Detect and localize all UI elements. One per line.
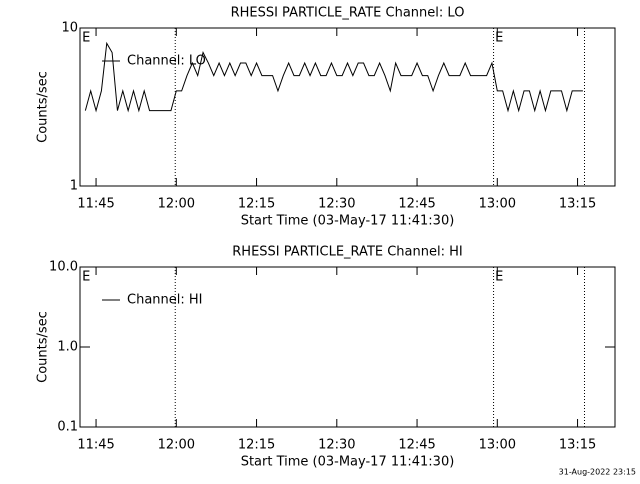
annotation: E bbox=[495, 270, 503, 285]
annotation: E bbox=[82, 31, 90, 46]
x-tick-label: 12:30 bbox=[318, 197, 355, 212]
chart-title: RHESSI PARTICLE_RATE Channel: LO bbox=[231, 6, 465, 21]
data-line bbox=[84, 41, 583, 113]
x-axis-label: Start Time (03-May-17 11:41:30) bbox=[241, 214, 455, 229]
plot-frame bbox=[79, 27, 616, 187]
y-axis-label: Counts/sec bbox=[36, 311, 51, 383]
x-tick-label: 12:45 bbox=[398, 438, 435, 453]
legend-label: Channel: HI bbox=[127, 293, 203, 308]
y-tick-label: 0.1 bbox=[57, 420, 78, 435]
x-tick-label: 13:15 bbox=[559, 438, 596, 453]
annotation: E bbox=[495, 31, 503, 46]
x-tick-label: 12:00 bbox=[158, 197, 195, 212]
annotation: E bbox=[82, 270, 90, 285]
x-axis-label: Start Time (03-May-17 11:41:30) bbox=[241, 455, 455, 470]
y-tick-label: 1.0 bbox=[57, 340, 78, 355]
x-tick-label: 11:45 bbox=[77, 438, 114, 453]
y-axis-label: Counts/sec bbox=[36, 71, 51, 143]
footer: 31-Aug-2022 23:15 bbox=[559, 468, 636, 477]
x-tick-label: 12:30 bbox=[318, 438, 355, 453]
x-tick-label: 12:45 bbox=[398, 197, 435, 212]
x-tick-label: 12:15 bbox=[238, 197, 275, 212]
y-tick-label: 10.0 bbox=[49, 260, 78, 275]
y-tick-label: 10 bbox=[61, 21, 78, 36]
y-tick-label: 1 bbox=[70, 179, 78, 194]
x-tick-label: 13:00 bbox=[479, 197, 516, 212]
x-tick-label: 13:15 bbox=[559, 197, 596, 212]
x-tick-label: 11:45 bbox=[77, 197, 114, 212]
plot-frame bbox=[79, 266, 616, 428]
legend-label: Channel: LO bbox=[127, 54, 206, 69]
chart-title: RHESSI PARTICLE_RATE Channel: HI bbox=[232, 245, 462, 260]
x-tick-label: 12:00 bbox=[158, 438, 195, 453]
x-tick-label: 12:15 bbox=[238, 438, 275, 453]
x-tick-label: 13:00 bbox=[479, 438, 516, 453]
